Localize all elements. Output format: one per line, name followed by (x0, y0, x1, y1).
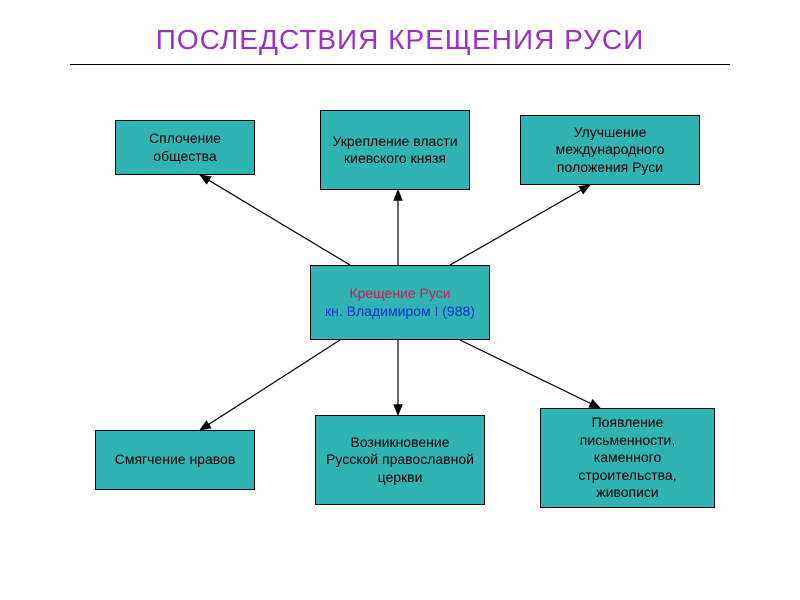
node-label: Возникновение Русской православной церкв… (324, 434, 476, 487)
node-label: Смягчение нравов (115, 451, 236, 469)
center-line1: Крещение Руси (349, 285, 450, 301)
node-label: Появление письменности, каменного строит… (549, 414, 706, 502)
edge-arrow (450, 185, 590, 265)
node-strengthen-power: Укрепление власти киевского князя (320, 110, 470, 190)
node-consolidation-society: Сплочение общества (115, 120, 255, 175)
node-orthodox-church: Возникновение Русской православной церкв… (315, 415, 485, 505)
page-title: ПОСЛЕДСТВИЯ КРЕЩЕНИЯ РУСИ (0, 0, 800, 56)
title-underline (70, 64, 730, 65)
node-writing-architecture: Появление письменности, каменного строит… (540, 408, 715, 508)
edge-arrow (460, 340, 600, 408)
node-label: Улучшение международного положения Руси (529, 124, 691, 177)
node-center-baptism: Крещение Руси кн. Владимиром I (988) (310, 265, 490, 340)
node-softening-morals: Смягчение нравов (95, 430, 255, 490)
center-line2: кн. Владимиром I (988) (325, 303, 475, 319)
node-international-position: Улучшение международного положения Руси (520, 115, 700, 185)
node-label: Укрепление власти киевского князя (329, 133, 461, 168)
node-center-text: Крещение Руси кн. Владимиром I (988) (325, 285, 475, 320)
node-label: Сплочение общества (124, 130, 246, 165)
